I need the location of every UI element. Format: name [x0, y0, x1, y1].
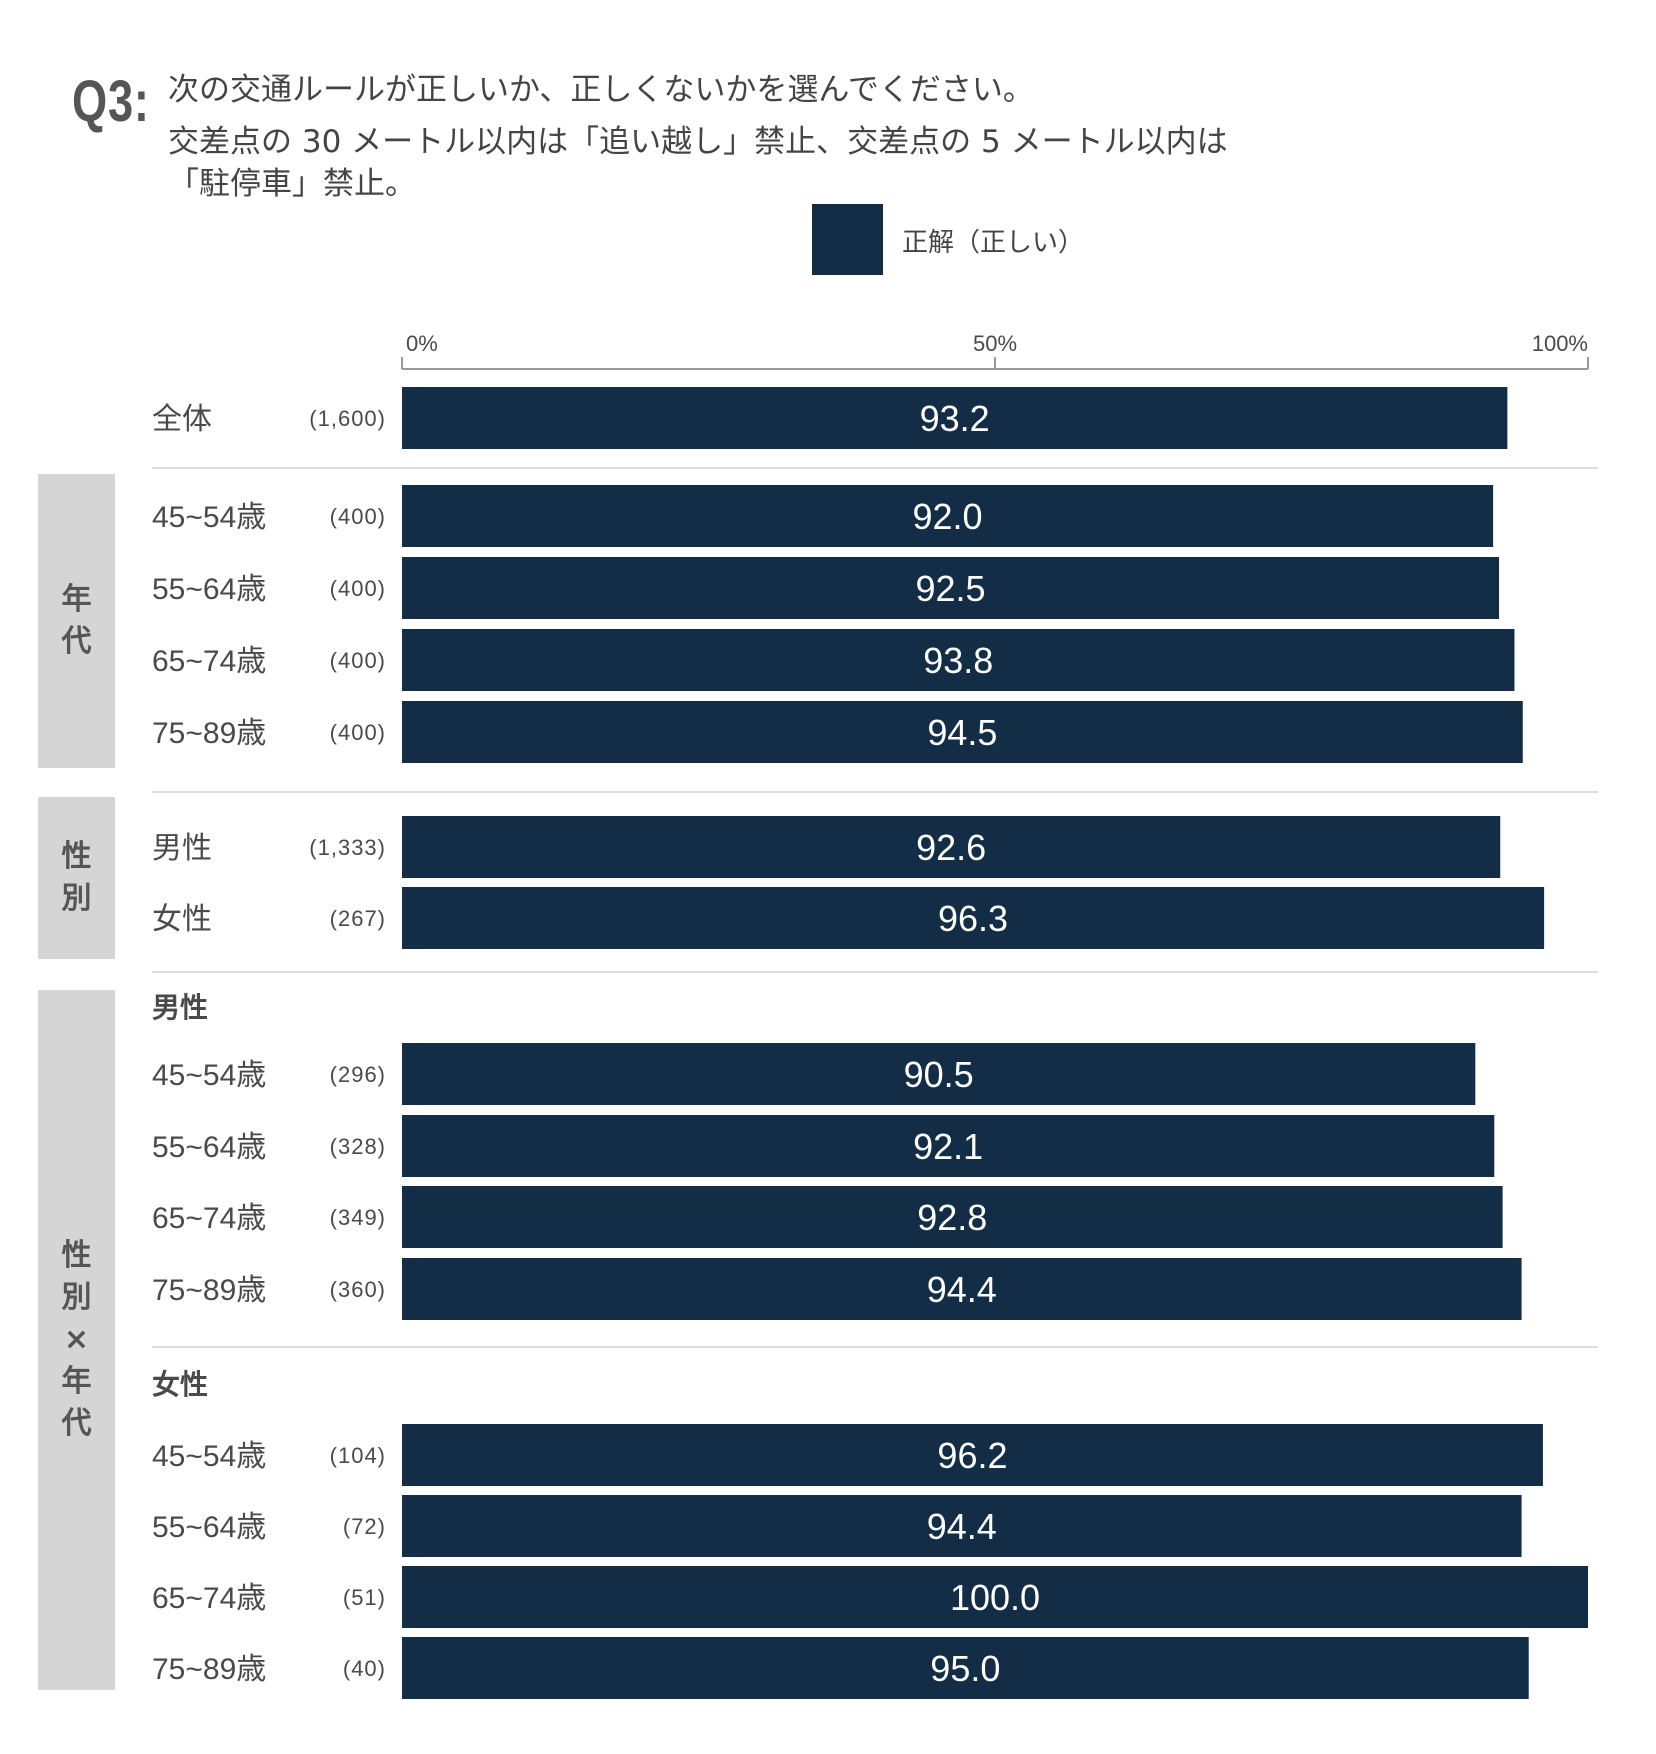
row-sample-size: (400): [330, 576, 386, 601]
x-tick-label: 50%: [973, 331, 1017, 356]
group-label-gender: 性別: [61, 839, 92, 916]
bar: [402, 1566, 1588, 1628]
group-band-gender: 性別: [38, 797, 115, 959]
row-label: 男性: [152, 832, 212, 865]
legend-swatch: [812, 204, 883, 275]
bar-value-label: 92.1: [913, 1126, 983, 1167]
bar: [402, 485, 1494, 547]
row-sample-size: (349): [330, 1205, 386, 1230]
bar: [402, 1495, 1522, 1557]
question-number: Q3:: [72, 69, 150, 134]
bar-value-label: 92.0: [913, 496, 983, 537]
row-label: 65~74歳: [152, 1582, 266, 1615]
group-band-age: 年代: [38, 474, 115, 768]
bar: [402, 1115, 1495, 1177]
row-sample-size: (104): [330, 1443, 386, 1468]
bar: [402, 1424, 1543, 1486]
row-sample-size: (267): [330, 906, 386, 931]
bar-value-label: 93.2: [920, 398, 990, 439]
group-label-age: 年代: [61, 582, 92, 659]
bar: [402, 387, 1508, 449]
row-sample-size: (72): [343, 1514, 386, 1539]
row-sample-size: (296): [330, 1062, 386, 1087]
bar-value-label: 92.6: [916, 827, 986, 868]
row-label: 45~54歳: [152, 1440, 266, 1473]
row-sample-size: (328): [330, 1134, 386, 1159]
row-sample-size: (400): [330, 648, 386, 673]
bar: [402, 887, 1545, 949]
bar: [402, 701, 1523, 763]
bar-value-label: 96.2: [937, 1435, 1007, 1476]
x-tick-label: 0%: [406, 331, 438, 356]
row-label: 65~74歳: [152, 1202, 266, 1235]
bar: [402, 1043, 1476, 1105]
question-line-1: 次の交通ルールが正しいか、正しくないかを選んでください。: [168, 72, 1034, 108]
x-tick-label: 100%: [1532, 331, 1588, 356]
bar: [402, 1637, 1529, 1699]
bar-value-label: 90.5: [904, 1054, 974, 1095]
group-label-gender-age: 性別×年代: [61, 1238, 92, 1441]
bar-value-label: 92.5: [915, 568, 985, 609]
bar: [402, 557, 1500, 619]
row-sample-size: (400): [330, 504, 386, 529]
row-label: 全体: [152, 403, 212, 436]
bar-value-label: 95.0: [930, 1648, 1000, 1689]
row-label: 75~89歳: [152, 1653, 266, 1686]
row-sample-size: (1,333): [309, 835, 386, 860]
group-band-gender-age: 性別×年代: [38, 990, 115, 1690]
bar-value-label: 92.8: [917, 1197, 987, 1238]
row-sample-size: (1,600): [309, 406, 386, 431]
bar: [402, 1258, 1522, 1320]
row-label: 55~64歳: [152, 1131, 266, 1164]
row-label: 55~64歳: [152, 1511, 266, 1544]
bar-value-label: 94.4: [927, 1506, 997, 1547]
row-label: 女性: [152, 903, 212, 936]
bar: [402, 1186, 1503, 1248]
question-line-2: 交差点の 30 メートル以内は「追い越し」禁止、交差点の 5 メートル以内は: [168, 124, 1228, 160]
row-sample-size: (400): [330, 720, 386, 745]
subgroup-header: 男性: [152, 992, 208, 1023]
row-label: 75~89歳: [152, 717, 266, 750]
bar: [402, 816, 1501, 878]
row-sample-size: (51): [343, 1585, 386, 1610]
legend-label: 正解（正しい）: [902, 228, 1085, 258]
bar-value-label: 94.4: [927, 1269, 997, 1310]
bar-value-label: 96.3: [938, 898, 1008, 939]
subgroup-header: 女性: [152, 1368, 208, 1400]
row-sample-size: (360): [330, 1277, 386, 1302]
bar-value-label: 93.8: [923, 640, 993, 681]
bar-value-label: 94.5: [927, 712, 997, 753]
row-label: 55~64歳: [152, 573, 266, 606]
row-label: 45~54歳: [152, 1059, 266, 1092]
row-label: 45~54歳: [152, 501, 266, 534]
bar: [402, 629, 1515, 691]
row-sample-size: (40): [343, 1656, 386, 1681]
row-label: 75~89歳: [152, 1274, 266, 1307]
bar-value-label: 100.0: [950, 1577, 1040, 1618]
row-label: 65~74歳: [152, 645, 266, 678]
question-line-3: 「駐停車」禁止。: [168, 166, 416, 202]
